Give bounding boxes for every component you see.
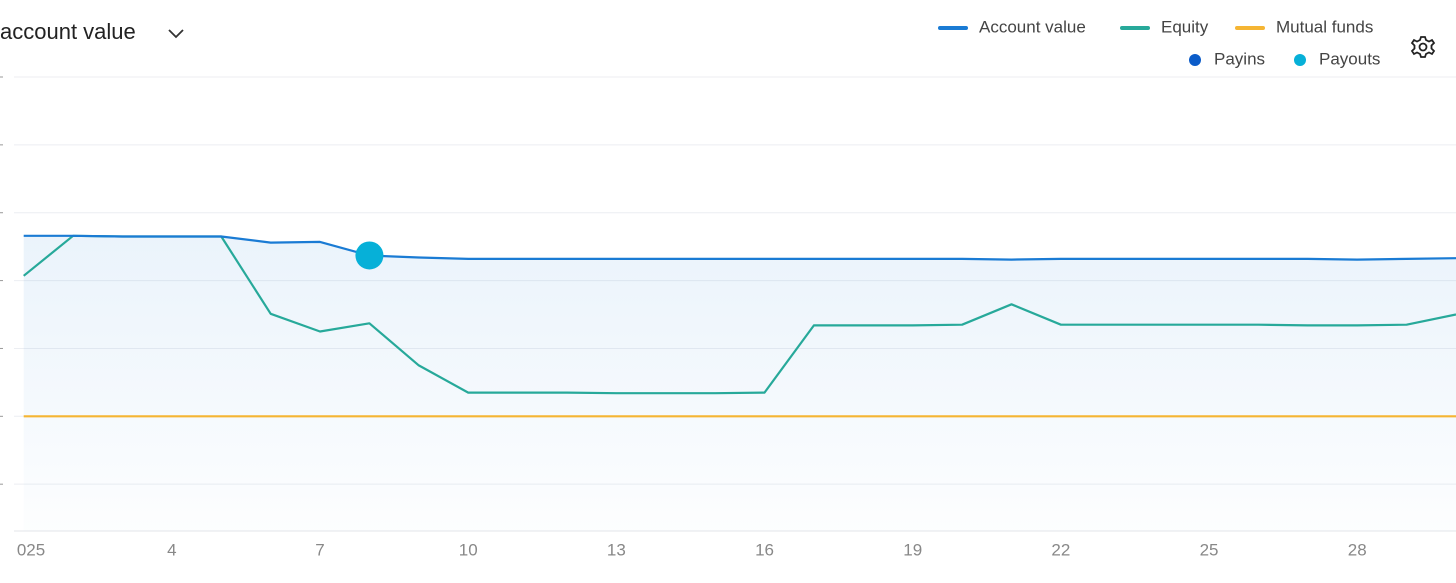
x-tick-label: 10 <box>459 540 478 559</box>
x-tick-label: 22 <box>1051 540 1070 559</box>
legend-label: Mutual funds <box>1276 17 1373 36</box>
series-line <box>23 234 1456 395</box>
x-tick-label: 25 <box>1200 540 1219 559</box>
x-tick-label: 025 <box>17 540 45 559</box>
x-tick-label: 16 <box>755 540 774 559</box>
legend-label: Payouts <box>1319 49 1380 68</box>
x-tick-label: 4 <box>167 540 176 559</box>
title-dropdown[interactable] <box>168 29 184 39</box>
x-tick-label: 28 <box>1348 540 1367 559</box>
chart-title: account value <box>0 19 136 44</box>
legend-marker <box>1294 54 1306 66</box>
x-tick-label: 19 <box>903 540 922 559</box>
area-fill <box>23 235 1456 531</box>
x-tick-label: 7 <box>315 540 324 559</box>
series-line <box>23 234 1456 261</box>
event-dot <box>355 241 384 270</box>
legend-label: Payins <box>1214 49 1265 68</box>
legend-label: Account value <box>979 17 1086 36</box>
x-tick-label: 13 <box>607 540 626 559</box>
legend-marker <box>1189 54 1201 66</box>
legend-label: Equity <box>1161 17 1209 36</box>
settings-icon[interactable] <box>1410 36 1436 58</box>
